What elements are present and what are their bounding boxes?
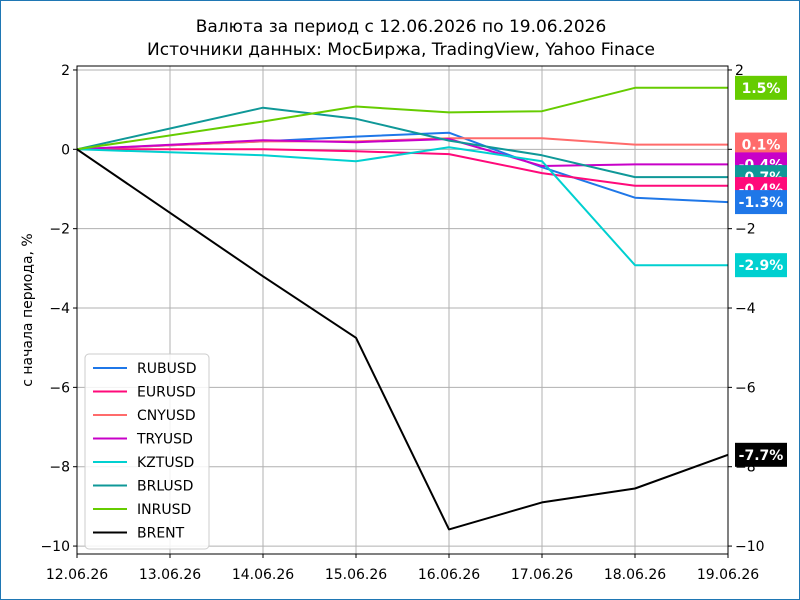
x-tick-label: 14.06.26 (232, 567, 294, 583)
series-line-inrusd (76, 86, 728, 151)
y-tick-label: −4 (49, 301, 70, 317)
legend-label-tryusd: TRYUSD (136, 432, 193, 448)
y-axis-left-ticks: 2 0 −2 −4 −6 −8 −10 (40, 63, 77, 555)
y-tick-label: −2 (49, 222, 70, 238)
end-badge-rubusd: -1.3% (735, 190, 787, 215)
end-badge-label: -1.3% (739, 195, 784, 211)
y-tick-label: −8 (49, 460, 70, 476)
end-badge-kztusd: -2.9% (735, 253, 787, 278)
x-tick-label: 19.06.26 (697, 567, 759, 583)
series-lines (76, 86, 729, 531)
x-tick-label: 15.06.26 (325, 567, 387, 583)
legend-label-rubusd: RUBUSD (137, 361, 197, 377)
x-tick-label: 18.06.26 (604, 567, 666, 583)
end-badge-label: 1.5% (742, 81, 781, 97)
x-tick-label: 12.06.26 (46, 567, 108, 583)
series-line-brlusd (76, 106, 728, 179)
y-tick-label: −10 (40, 539, 70, 555)
y-tick-label-right: −6 (735, 380, 756, 396)
y-axis-label: с начала периода, % (20, 233, 36, 387)
y-tick-label-right: −10 (735, 539, 765, 555)
legend-box (84, 353, 210, 550)
y-tick-label: −6 (49, 380, 70, 396)
y-tick-label-right: −2 (735, 222, 756, 238)
end-badge-label: -7.7% (739, 448, 784, 464)
series-line-brent (76, 148, 729, 531)
legend-label-brlusd: BRLUSD (137, 479, 193, 495)
legend-label-cnyusd: CNYUSD (137, 408, 196, 424)
series-line-tryusd (76, 138, 728, 167)
y-axis-right-ticks: 20−2−4−6−8−10 (728, 63, 765, 555)
end-badge-box (735, 253, 787, 278)
legend-label-brent: BRENT (137, 526, 185, 542)
series-line-kztusd (76, 146, 728, 267)
end-badge-box (735, 442, 787, 467)
chart-subtitle: Источники данных: МосБиржа, TradingView,… (147, 40, 655, 60)
end-badge-label: -2.9% (739, 258, 784, 274)
y-tick-label-right: 2 (735, 63, 744, 79)
x-tick-label: 17.06.26 (511, 567, 573, 583)
chart-title: Валюта за период с 12.06.2026 по 19.06.2… (196, 17, 607, 37)
end-badge-box (735, 190, 787, 215)
legend-label-eurusd: EURUSD (137, 385, 196, 401)
end-badge-box (735, 75, 787, 100)
end-badge-inrusd: 1.5% (735, 75, 787, 100)
legend-label-inrusd: INRUSD (137, 502, 191, 518)
legend: RUBUSD EURUSD CNYUSD TRYUSD KZTUSD BRLUSD INRU… (84, 353, 210, 550)
y-tick-label: 2 (61, 63, 70, 79)
series-line-eurusd (77, 148, 728, 187)
end-value-badges: 1.5%0.1%-0.4%-0.7%-0.4%-1.3%-2.9%-7.7% (735, 75, 787, 467)
end-badge-label: 0.1% (742, 138, 781, 154)
series-line-rubusd (76, 131, 729, 204)
legend-label-kztusd: KZTUSD (137, 455, 194, 471)
x-tick-label: 13.06.26 (139, 567, 201, 583)
end-badge-brent: -7.7% (735, 442, 787, 467)
x-tick-label: 16.06.26 (418, 567, 480, 583)
x-axis-ticks: 12.06.26 13.06.26 14.06.26 15.06.26 16.06.26… (46, 554, 759, 583)
y-tick-label: 0 (61, 142, 70, 158)
plot-area-border (76, 65, 729, 555)
y-tick-label-right: −4 (735, 301, 756, 317)
